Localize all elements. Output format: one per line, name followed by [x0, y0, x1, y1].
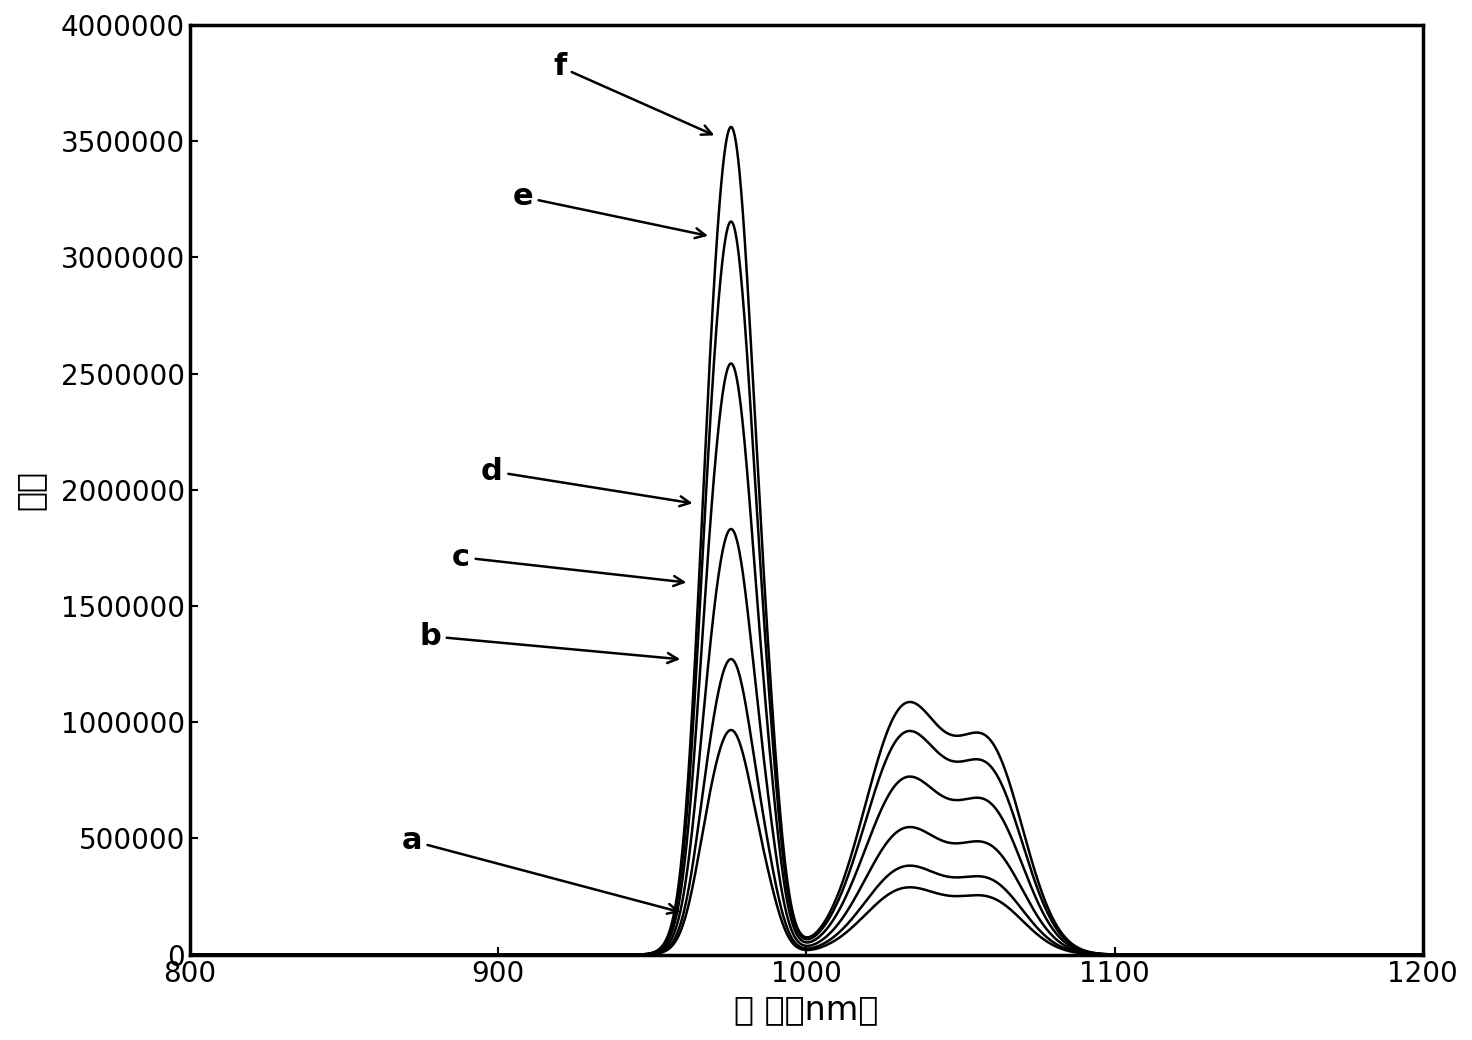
Text: f: f — [553, 52, 712, 135]
Text: d: d — [481, 457, 690, 506]
Text: e: e — [512, 182, 705, 238]
X-axis label: 波 长（nm）: 波 长（nm） — [735, 993, 879, 1026]
Text: b: b — [420, 622, 677, 664]
Y-axis label: 强度: 强度 — [13, 470, 47, 510]
Text: a: a — [402, 827, 677, 914]
Text: c: c — [452, 543, 683, 586]
